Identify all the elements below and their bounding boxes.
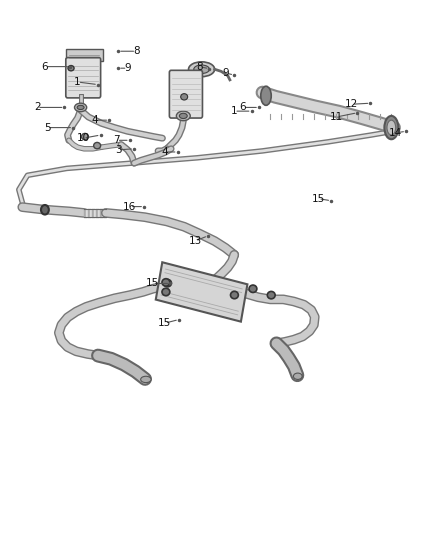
Ellipse shape (180, 114, 187, 118)
Text: 8: 8 (133, 46, 140, 56)
Polygon shape (156, 262, 247, 321)
Ellipse shape (162, 288, 170, 296)
Text: 6: 6 (240, 102, 246, 112)
Text: 8: 8 (196, 62, 203, 71)
Text: 5: 5 (44, 123, 50, 133)
FancyBboxPatch shape (66, 58, 101, 98)
Ellipse shape (77, 106, 84, 110)
Ellipse shape (68, 66, 74, 71)
Ellipse shape (261, 86, 271, 106)
Text: 7: 7 (113, 135, 120, 146)
Text: 16: 16 (123, 201, 136, 212)
Ellipse shape (385, 116, 398, 139)
Ellipse shape (249, 285, 257, 293)
Text: 1: 1 (231, 106, 237, 116)
Ellipse shape (162, 279, 170, 286)
Text: 9: 9 (222, 68, 229, 78)
Text: 1: 1 (74, 77, 81, 87)
Text: 4: 4 (161, 147, 168, 157)
Text: 4: 4 (92, 115, 98, 125)
Text: 13: 13 (188, 236, 201, 246)
Ellipse shape (141, 376, 151, 383)
Ellipse shape (41, 205, 49, 215)
Ellipse shape (74, 103, 87, 112)
Text: 2: 2 (34, 102, 40, 112)
Text: 3: 3 (115, 145, 121, 155)
Ellipse shape (181, 94, 187, 100)
Text: 10: 10 (77, 133, 90, 143)
Text: 9: 9 (124, 63, 131, 73)
Text: 15: 15 (146, 278, 159, 288)
FancyBboxPatch shape (66, 49, 103, 61)
Ellipse shape (94, 142, 101, 149)
Text: 15: 15 (158, 318, 171, 328)
Text: 14: 14 (389, 128, 402, 138)
Text: 11: 11 (330, 112, 343, 122)
Ellipse shape (188, 62, 215, 77)
Text: 12: 12 (345, 99, 358, 109)
Ellipse shape (164, 279, 171, 287)
Ellipse shape (81, 133, 88, 140)
Ellipse shape (267, 292, 275, 299)
Ellipse shape (194, 65, 209, 74)
Ellipse shape (230, 292, 238, 298)
Text: 15: 15 (311, 193, 325, 204)
Ellipse shape (387, 120, 396, 135)
Ellipse shape (177, 111, 190, 120)
Ellipse shape (293, 373, 302, 379)
Text: 6: 6 (42, 62, 48, 71)
FancyBboxPatch shape (170, 70, 202, 118)
